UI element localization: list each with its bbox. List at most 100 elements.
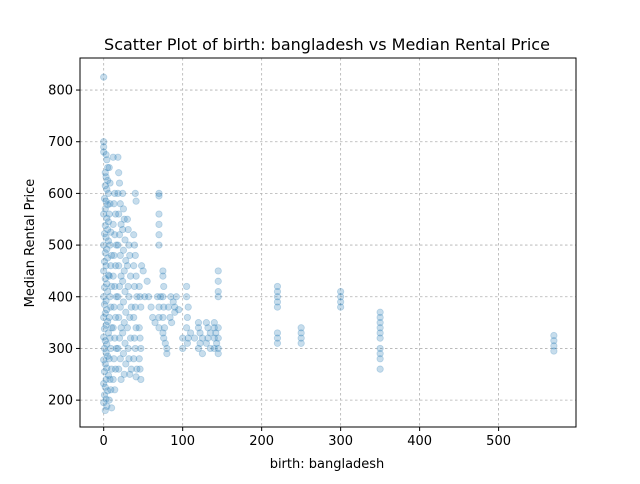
- scatter-point: [135, 324, 143, 332]
- scatter-point: [104, 329, 113, 337]
- scatter-point: [126, 370, 134, 378]
- scatter-point: [109, 324, 117, 332]
- scatter-point: [155, 303, 163, 311]
- scatter-point: [100, 148, 108, 156]
- scatter-point: [100, 313, 108, 322]
- scatter-point: [103, 402, 111, 410]
- scatter-point: [214, 293, 222, 301]
- scatter-point: [111, 365, 120, 373]
- scatter-point: [273, 329, 282, 337]
- scatter-point: [100, 300, 109, 309]
- scatter-point: [101, 383, 109, 391]
- scatter-point: [100, 399, 108, 407]
- scatter-point: [273, 339, 282, 347]
- scatter-point: [210, 344, 218, 353]
- scatter-point: [183, 313, 192, 322]
- scatter-point: [121, 236, 129, 244]
- scatter-point: [109, 220, 117, 229]
- scatter-point: [107, 365, 116, 373]
- scatter-point: [115, 231, 124, 239]
- scatter-point: [171, 308, 179, 316]
- data-points: [100, 73, 558, 415]
- scatter-point: [167, 293, 175, 301]
- scatter-point: [159, 267, 167, 275]
- scatter-point: [273, 287, 282, 296]
- scatter-point: [100, 344, 109, 353]
- scatter-point: [123, 215, 131, 223]
- scatter-point: [115, 282, 124, 291]
- scatter-point: [133, 293, 141, 301]
- scatter-point: [100, 325, 109, 333]
- scatter-point: [376, 344, 384, 353]
- scatter-point: [183, 282, 191, 291]
- scatter-point: [107, 324, 116, 332]
- scatter-point: [164, 303, 173, 311]
- y-tick-label: 500: [48, 239, 73, 254]
- scatter-point: [131, 303, 139, 311]
- scatter-point: [110, 251, 118, 260]
- scatter-point: [130, 313, 138, 322]
- scatter-point: [196, 339, 204, 347]
- scatter-point: [107, 262, 115, 270]
- scatter-point: [103, 340, 111, 348]
- scatter-point: [183, 293, 191, 301]
- scatter-point: [161, 339, 169, 347]
- scatter-point: [214, 287, 222, 296]
- scatter-point: [160, 334, 168, 342]
- grid-lines: [80, 58, 576, 427]
- scatter-point: [104, 271, 113, 279]
- x-tick-label: 400: [407, 434, 432, 449]
- scatter-point: [155, 210, 163, 218]
- scatter-point: [175, 306, 183, 314]
- scatter-point: [130, 241, 139, 249]
- scatter-point: [337, 287, 345, 296]
- x-tick-label: 500: [486, 434, 511, 449]
- scatter-point: [111, 334, 119, 342]
- y-axis-ticks: 200 300 400 500 600 700 800: [48, 84, 80, 409]
- y-tick-label: 300: [48, 342, 73, 357]
- scatter-point: [210, 324, 218, 332]
- scatter-point: [102, 262, 110, 270]
- scatter-point: [112, 344, 120, 353]
- scatter-point: [155, 189, 163, 197]
- scatter-point: [111, 189, 119, 197]
- scatter-point: [111, 313, 120, 322]
- scatter-point: [101, 249, 109, 257]
- scatter-point: [160, 282, 168, 291]
- scatter-point: [114, 293, 122, 301]
- scatter-point: [210, 319, 218, 327]
- scatter-point: [101, 169, 109, 177]
- scatter-point: [139, 267, 147, 275]
- scatter-point: [103, 306, 111, 314]
- scatter-point: [184, 334, 192, 342]
- scatter-point: [210, 334, 218, 342]
- scatter-point: [119, 205, 128, 213]
- scatter-point: [104, 254, 112, 262]
- scatter-point: [103, 364, 111, 372]
- scatter-point: [137, 375, 145, 384]
- scatter-point: [155, 231, 163, 239]
- scatter-point: [121, 287, 129, 296]
- scatter-point: [194, 344, 203, 353]
- scatter-point: [212, 329, 220, 337]
- scatter-point: [550, 347, 558, 355]
- scatter-point: [115, 365, 123, 373]
- scatter-point: [130, 334, 139, 342]
- chart-title: Scatter Plot of birth: bangladesh vs Med…: [104, 35, 550, 54]
- scatter-point: [100, 333, 108, 341]
- scatter-point: [106, 179, 114, 187]
- scatter-point: [124, 344, 132, 353]
- scatter-point: [110, 200, 118, 208]
- scatter-point: [160, 324, 169, 332]
- scatter-point: [105, 210, 113, 218]
- scatter-point: [214, 344, 222, 353]
- scatter-point: [202, 319, 210, 327]
- scatter-point: [119, 246, 128, 254]
- scatter-point: [102, 297, 110, 305]
- scatter-point: [104, 237, 113, 245]
- scatter-point: [186, 329, 195, 337]
- scatter-point: [172, 293, 180, 301]
- scatter-point: [109, 272, 117, 280]
- scatter-point: [100, 143, 108, 151]
- scatter-point: [110, 303, 118, 311]
